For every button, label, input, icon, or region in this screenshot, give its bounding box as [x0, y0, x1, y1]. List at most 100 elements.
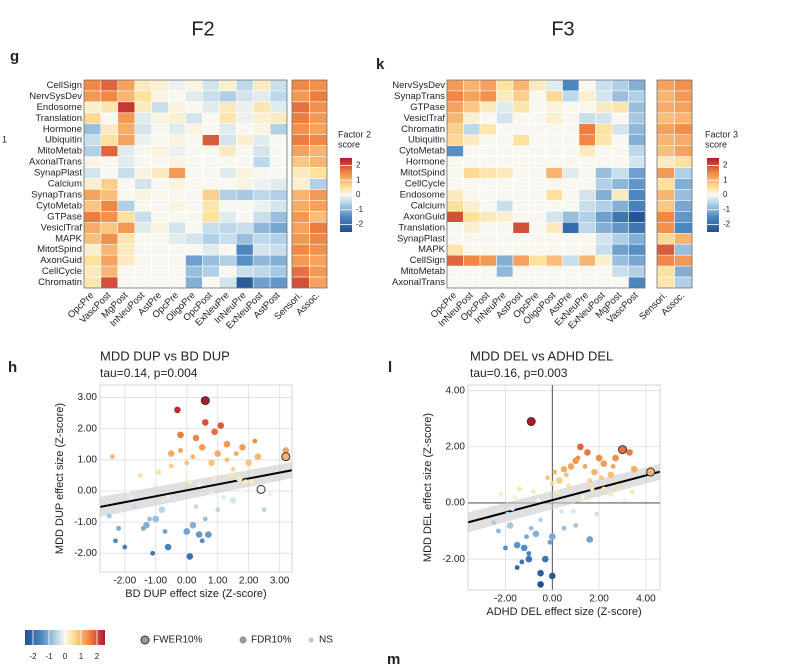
- point: [109, 454, 115, 460]
- heat-cell: [168, 222, 186, 234]
- heat-cell: [578, 156, 596, 168]
- point: [567, 463, 575, 470]
- heat-cell: [562, 200, 580, 212]
- heat-cell: [83, 123, 102, 135]
- heat-cell: [578, 123, 596, 135]
- heat-cell: [479, 167, 497, 179]
- heat-cell: [446, 123, 464, 135]
- heat-cell: [202, 233, 220, 245]
- point: [572, 457, 580, 465]
- legend-colorbar-label: 1: [79, 652, 84, 661]
- heat-cell: [219, 156, 237, 168]
- heat-cell: [117, 156, 136, 168]
- point: [618, 445, 628, 455]
- heat-cell: [578, 254, 596, 267]
- heat-cell: [151, 178, 169, 190]
- point: [212, 476, 217, 481]
- heat-cell: [236, 200, 254, 212]
- heat-cell: [463, 112, 481, 125]
- heat-cell: [269, 167, 288, 179]
- y-tick-label: 0.00: [446, 498, 466, 509]
- heat-cell: [134, 156, 152, 168]
- heat-cell: [446, 112, 464, 125]
- heat-cell: [100, 79, 119, 92]
- point: [128, 494, 134, 500]
- point: [610, 464, 616, 469]
- heat-cell: [512, 134, 530, 146]
- heat-cell: [236, 134, 254, 146]
- colorbar-tick-label: 2: [723, 161, 728, 170]
- heat-cell: [219, 254, 237, 267]
- heat-cell: [151, 265, 169, 278]
- legend-colorbar-label: 0: [63, 652, 68, 661]
- point: [526, 551, 532, 556]
- heat-cell: [202, 254, 220, 267]
- heat-cell: [236, 145, 254, 157]
- side-cell: [656, 156, 675, 168]
- heat-cell: [479, 265, 497, 278]
- side-cell: [674, 178, 693, 190]
- heat-cell: [100, 134, 119, 146]
- side-cell: [656, 167, 675, 179]
- heat-cell: [269, 101, 288, 114]
- heat-cell: [269, 222, 288, 234]
- heat-cell: [595, 265, 613, 278]
- point: [561, 525, 567, 531]
- row-label: Hormone: [406, 157, 445, 168]
- row-label: SynapTrans: [31, 189, 82, 200]
- side-cell: [674, 243, 693, 256]
- heat-cell: [463, 222, 481, 234]
- heat-cell: [611, 254, 629, 267]
- heat-cell: [512, 243, 530, 256]
- side-cell: [309, 90, 328, 103]
- side-cell: [309, 200, 328, 212]
- point: [548, 533, 556, 540]
- heat-cell: [611, 189, 629, 201]
- row-label: SynapPlast: [34, 168, 82, 179]
- heat-cell: [100, 101, 119, 114]
- heat-cell: [236, 233, 254, 245]
- row-label: SynapTrans: [394, 91, 445, 102]
- heat-cell: [463, 145, 481, 157]
- heat-cell: [562, 79, 580, 92]
- heat-cell: [269, 276, 288, 289]
- heat-cell: [83, 265, 102, 278]
- point: [549, 480, 555, 486]
- point: [116, 525, 121, 531]
- heat-cell: [611, 265, 629, 278]
- panel-header: F3: [551, 18, 574, 40]
- row-label: GTPase: [410, 102, 445, 113]
- heat-cell: [117, 134, 136, 146]
- heat-cell: [168, 123, 186, 135]
- heat-cell: [117, 167, 136, 179]
- heat-cell: [562, 276, 580, 289]
- heat-cell: [117, 90, 136, 103]
- point: [183, 528, 191, 535]
- colorbar-tick-label: -2: [723, 220, 731, 229]
- heat-cell: [252, 156, 271, 168]
- heat-cell: [269, 79, 288, 92]
- heat-cell: [529, 101, 547, 114]
- heat-cell: [100, 276, 119, 289]
- heat-cell: [100, 178, 119, 190]
- heat-cell: [134, 211, 152, 223]
- row-label: CytoMetab: [399, 146, 445, 157]
- y-tick-label: 2.00: [446, 441, 466, 452]
- plot-frame: [467, 384, 661, 591]
- heat-cell: [168, 233, 186, 245]
- heat-cell: [252, 101, 271, 114]
- side-cell: [291, 233, 310, 245]
- heat-cell: [219, 101, 237, 114]
- heat-cell: [185, 101, 203, 114]
- heat-cell: [83, 167, 102, 179]
- side-cell: [674, 222, 693, 234]
- heat-cell: [185, 145, 203, 157]
- point: [171, 497, 177, 503]
- heat-cell: [100, 243, 119, 256]
- heat-cell: [479, 134, 497, 146]
- heat-cell: [202, 90, 220, 103]
- side-cell: [674, 233, 693, 245]
- heat-cell: [168, 211, 186, 223]
- heat-cell: [100, 200, 119, 212]
- point: [524, 534, 529, 540]
